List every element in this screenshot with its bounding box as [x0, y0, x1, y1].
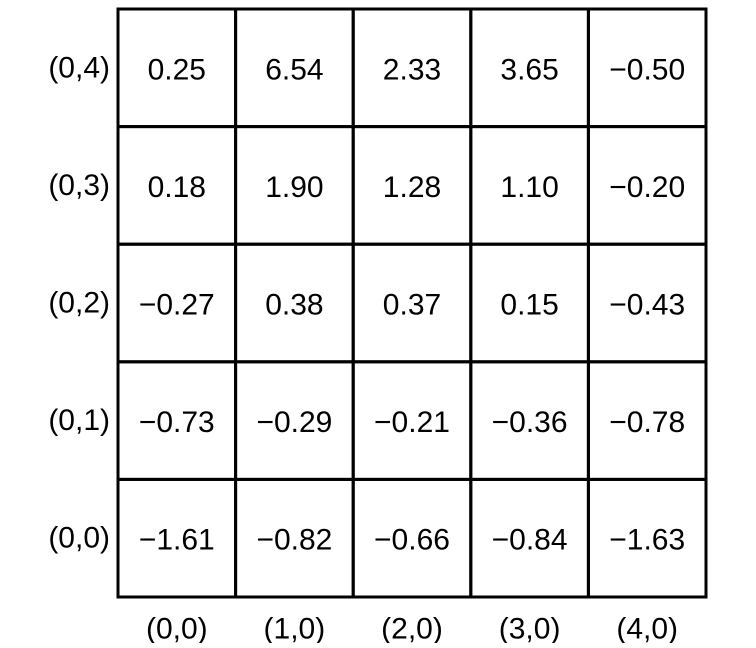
cell-value: −0.66: [374, 524, 450, 557]
cell-value: 0.25: [148, 53, 206, 86]
cell-value: 0.37: [383, 289, 441, 322]
cell-value: −0.84: [492, 524, 568, 557]
column-label: (4,0): [616, 613, 678, 644]
column-label: (0,0): [146, 613, 208, 644]
cell-value: −1.61: [139, 524, 215, 557]
cell-value: 6.54: [265, 53, 323, 86]
grid-cells: [116, 7, 708, 599]
cell-value: −0.20: [609, 171, 685, 204]
column-labels: (0,0) (1,0) (2,0) (3,0) (4,0): [146, 613, 678, 646]
cell-value: 1.90: [265, 171, 323, 204]
row-label: (0,1): [48, 404, 110, 437]
cell-value: 3.65: [500, 53, 558, 86]
cell-value: 0.18: [148, 171, 206, 204]
row-label: (0,0): [48, 522, 110, 555]
cell-value: −0.29: [256, 406, 332, 439]
grid-cell: [586, 477, 708, 599]
column-label: (1,0): [264, 613, 326, 644]
cell-value: −0.50: [609, 53, 685, 86]
cell-value: −0.36: [492, 406, 568, 439]
cell-value: 2.33: [383, 53, 441, 86]
cell-value: −0.43: [609, 289, 685, 322]
column-label: (3,0): [499, 613, 561, 644]
cell-values: 0.25 6.54 2.33 3.65 −0.50 0.18 1.90 1.28 1.10 −0.…: [139, 53, 685, 556]
cell-value: 0.15: [500, 289, 558, 322]
cell-value: 1.28: [383, 171, 441, 204]
row-label: (0,2): [48, 287, 110, 320]
column-label: (2,0): [381, 613, 443, 644]
cell-value: 1.10: [500, 171, 558, 204]
cell-value: −0.78: [609, 406, 685, 439]
cell-value: −0.82: [256, 524, 332, 557]
cell-value: −0.73: [139, 406, 215, 439]
cell-value: 0.38: [265, 289, 323, 322]
cell-value: −1.63: [609, 524, 685, 557]
row-label: (0,4): [48, 51, 110, 84]
cell-value: −0.21: [374, 406, 450, 439]
cell-value: −0.27: [139, 289, 215, 322]
row-labels: (0,4) (0,3) (0,2) (0,1) (0,0): [48, 51, 110, 554]
row-label: (0,3): [48, 169, 110, 202]
